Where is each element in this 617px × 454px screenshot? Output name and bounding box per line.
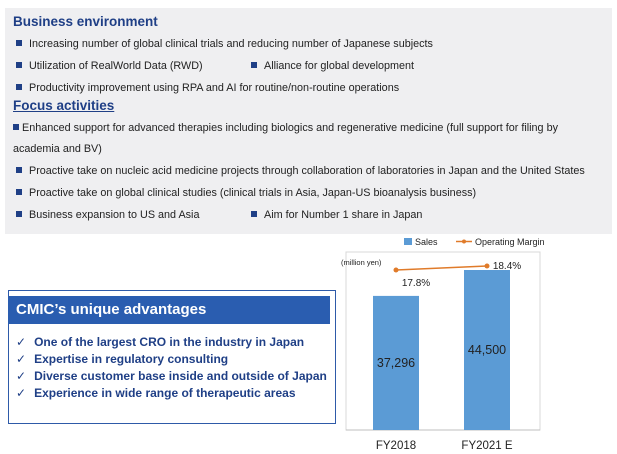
list-item: Increasing number of global clinical tri… [16, 38, 433, 50]
margin-line [395, 265, 488, 271]
margin-data-label: 17.8% [402, 278, 430, 289]
list-item: Aim for Number 1 share in Japan [251, 209, 422, 221]
business-environment-heading: Business environment [13, 14, 158, 29]
advantage-item: ✓ Experience in wide range of therapeutic… [16, 386, 296, 400]
list-item: Enhanced support for advanced therapies … [13, 122, 558, 134]
focus-activities-heading: Focus activities [13, 98, 115, 113]
unit-label: (million yen) [341, 258, 382, 267]
square-bullet-icon [16, 167, 22, 173]
margin-point [393, 267, 399, 273]
checkmark-icon: ✓ [16, 352, 27, 366]
checkmark-icon: ✓ [16, 386, 27, 400]
x-tick-label: FY2018 [376, 440, 416, 452]
margin-point [484, 263, 490, 269]
list-item: Alliance for global development [251, 60, 414, 72]
square-bullet-icon [16, 211, 22, 217]
legend-margin-marker [462, 239, 466, 244]
square-bullet-icon [16, 189, 22, 195]
sales-data-label: 44,500 [468, 343, 506, 357]
advantage-item: ✓ Diverse customer base inside and outsid… [16, 369, 327, 383]
list-item-continued: academia and BV) [13, 143, 102, 155]
x-tick-label: FY2021 E [461, 440, 512, 452]
list-item: Productivity improvement using RPA and A… [16, 82, 399, 94]
margin-data-label: 18.4% [493, 261, 521, 272]
business-panel [5, 8, 612, 234]
sales-data-label: 37,296 [377, 356, 415, 370]
advantage-item: ✓ Expertise in regulatory consulting [16, 352, 229, 366]
square-bullet-icon [251, 211, 257, 217]
sales-bar [464, 270, 510, 430]
list-item: Business expansion to US and Asia [16, 209, 199, 221]
advantages-title: CMIC’s unique advantages [8, 296, 330, 324]
square-bullet-icon [16, 84, 22, 90]
advantage-item: ✓ One of the largest CRO in the industry … [16, 335, 305, 349]
list-item: Utilization of RealWorld Data (RWD) [16, 60, 203, 72]
checkmark-icon: ✓ [16, 369, 27, 383]
list-item: Proactive take on nucleic acid medicine … [16, 165, 585, 177]
legend-sales-label: Sales [415, 237, 438, 247]
checkmark-icon: ✓ [16, 335, 27, 349]
legend-margin-label: Operating Margin [475, 237, 545, 247]
sales-bar [373, 295, 419, 430]
legend-sales-swatch [404, 238, 412, 245]
list-item: Proactive take on global clinical studie… [16, 187, 476, 199]
square-bullet-icon [16, 40, 22, 46]
square-bullet-icon [13, 124, 19, 130]
square-bullet-icon [251, 62, 257, 68]
square-bullet-icon [16, 62, 22, 68]
